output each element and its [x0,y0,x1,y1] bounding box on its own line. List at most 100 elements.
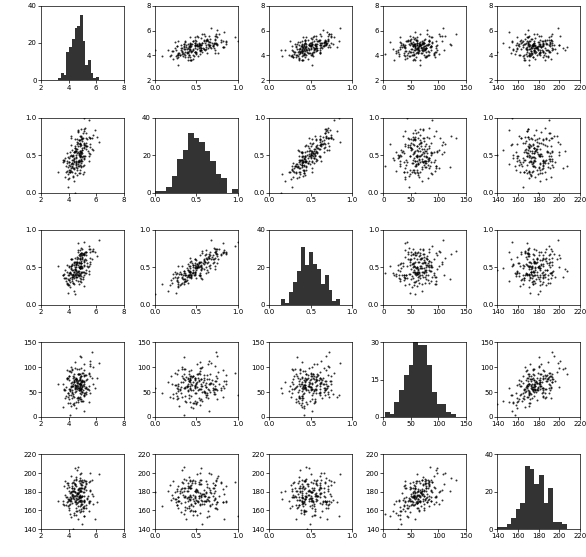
Point [64,157,74,166]
Point [415,30,424,38]
Point [410,249,420,258]
Point [427,32,436,41]
Point [328,135,337,144]
Point [403,37,412,46]
Point [76,492,86,501]
Point [71,152,81,161]
Point [77,269,86,278]
Point [520,391,529,400]
Point [516,250,526,258]
Point [538,393,547,402]
Point [292,353,302,361]
Point [191,398,200,407]
Point [299,168,309,177]
Point [173,481,183,490]
Point [305,45,314,54]
Point [299,403,309,412]
Point [59,496,68,505]
Point [528,278,537,287]
Point [318,497,328,506]
Point [88,133,97,142]
Point [196,480,206,488]
Point [303,486,312,495]
Point [306,42,316,51]
Point [67,471,76,480]
Point [305,152,315,160]
Bar [232,189,238,193]
Point [76,372,86,381]
Point [76,384,86,393]
Point [539,162,548,171]
Point [432,48,441,57]
Point [403,141,413,150]
Point [79,397,88,406]
Point [424,257,434,266]
Point [431,483,440,492]
Point [73,395,83,404]
Point [560,364,570,373]
Point [84,270,94,278]
Point [81,256,90,265]
Point [294,479,303,488]
Point [76,259,85,268]
Point [403,157,412,166]
Point [413,127,423,136]
Point [195,40,204,48]
Point [416,263,425,272]
Point [75,261,84,270]
Point [515,268,524,277]
Point [64,174,74,183]
Point [178,483,187,492]
Point [76,277,86,286]
Point [427,475,436,484]
Bar [77,26,80,80]
Point [539,367,548,375]
Point [516,37,525,46]
Point [186,273,196,282]
Point [298,149,307,158]
Point [192,42,202,51]
Point [178,49,187,58]
Point [530,258,540,267]
Point [80,371,89,380]
Point [205,379,214,388]
Point [81,504,90,512]
Point [543,148,552,157]
Point [64,270,74,279]
Point [69,172,78,180]
Point [305,520,315,529]
Point [421,139,431,148]
Point [219,239,228,248]
Point [389,268,398,277]
Point [311,397,320,405]
Point [76,139,85,148]
Point [308,164,317,173]
Point [309,150,318,159]
Point [297,357,306,366]
Point [507,237,516,246]
Point [311,136,320,145]
Point [288,378,297,387]
Point [74,485,83,494]
Point [529,153,539,162]
Point [413,504,422,513]
Point [196,384,206,393]
Point [431,272,440,281]
Point [541,40,551,49]
Point [299,380,309,389]
Point [68,266,77,275]
Point [420,487,429,496]
Point [393,266,403,275]
Point [546,142,556,151]
Point [537,42,547,51]
Point [529,375,539,384]
Point [312,380,321,389]
Point [182,382,192,390]
Point [67,402,76,411]
Point [194,477,203,486]
Point [174,48,183,57]
Point [411,268,420,277]
Point [184,394,193,403]
Point [403,37,413,46]
Point [305,49,315,58]
